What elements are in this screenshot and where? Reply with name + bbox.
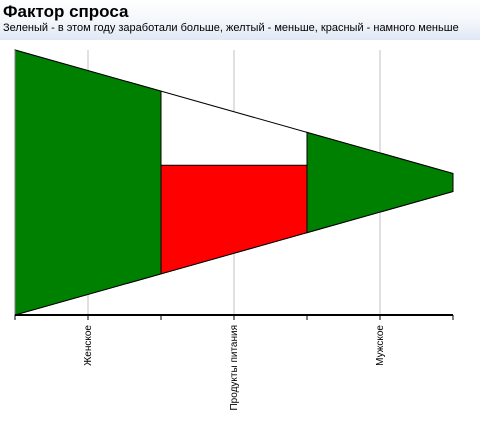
x-tick-label: Мужское [375,325,386,366]
x-tick-label: Женское [83,325,94,366]
data-layer [14,49,454,316]
x-tick-label: Продукты питания [229,325,240,411]
chart-subtitle: Зеленый - в этом году заработали больше,… [3,22,459,34]
axis-layer [14,50,454,320]
label-layer: Женское Продукты питания Мужское [83,325,386,411]
chart-title: Фактор спроса [3,2,129,21]
title-bar: Фактор спроса Зеленый - в этом году зара… [0,0,480,40]
data-bar [14,49,162,316]
